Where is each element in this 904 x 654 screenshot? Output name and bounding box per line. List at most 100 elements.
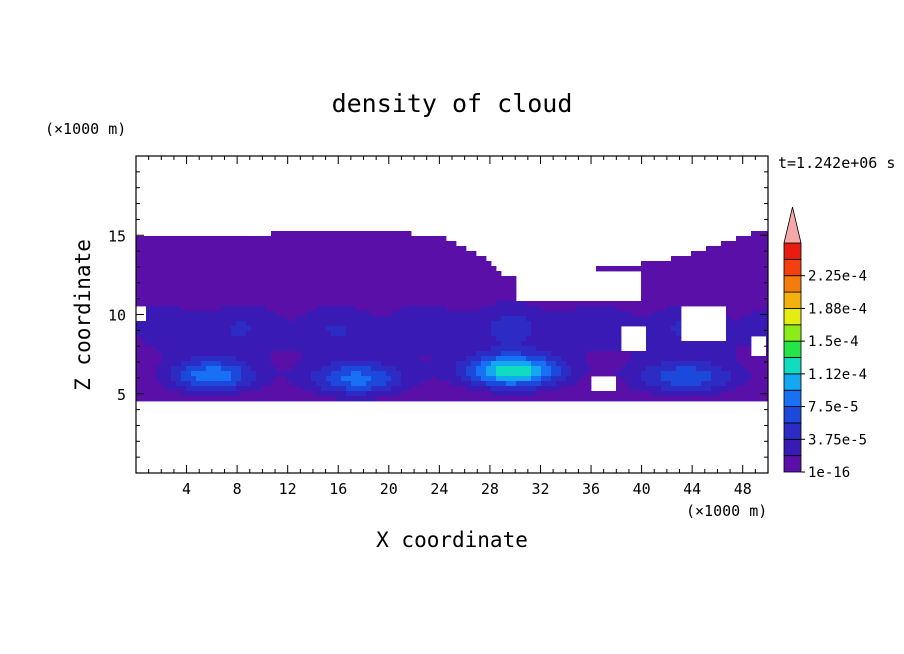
contour-cell bbox=[761, 361, 767, 367]
contour-cell bbox=[226, 301, 232, 307]
contour-cell bbox=[466, 261, 472, 267]
contour-cell bbox=[586, 366, 592, 372]
contour-cell bbox=[611, 336, 617, 342]
contour-cell bbox=[541, 321, 547, 327]
contour-cell bbox=[541, 351, 547, 357]
contour-cell bbox=[206, 281, 212, 287]
contour-cell bbox=[496, 291, 502, 297]
contour-cell bbox=[366, 361, 372, 367]
contour-cell bbox=[296, 311, 302, 317]
contour-cell bbox=[301, 256, 307, 262]
contour-cell bbox=[651, 286, 657, 292]
contour-cell bbox=[151, 331, 157, 337]
contour-cell bbox=[491, 366, 497, 372]
contour-cell bbox=[246, 366, 252, 372]
contour-cell bbox=[611, 321, 617, 327]
contour-cell bbox=[751, 361, 757, 367]
contour-cell bbox=[446, 286, 452, 292]
contour-cell bbox=[766, 311, 769, 317]
contour-cell bbox=[396, 321, 402, 327]
contour-cell bbox=[411, 261, 417, 267]
contour-cell bbox=[326, 281, 332, 287]
contour-cell bbox=[236, 346, 242, 352]
contour-cell bbox=[411, 336, 417, 342]
contour-cell bbox=[281, 341, 287, 347]
contour-cell bbox=[511, 281, 517, 287]
contour-cell bbox=[526, 316, 532, 322]
contour-cell bbox=[316, 361, 322, 367]
contour-cell bbox=[266, 276, 272, 282]
contour-cell bbox=[471, 391, 477, 397]
y-tick-label: 5 bbox=[117, 386, 126, 404]
contour-cell bbox=[406, 266, 412, 272]
contour-cell bbox=[146, 336, 152, 342]
contour-cell bbox=[291, 306, 297, 312]
contour-cell bbox=[191, 276, 197, 282]
contour-cell bbox=[236, 381, 242, 387]
contour-cell bbox=[766, 291, 769, 297]
contour-cell bbox=[591, 351, 597, 357]
contour-cell bbox=[536, 311, 542, 317]
contour-cell bbox=[471, 321, 477, 327]
contour-cell bbox=[676, 276, 682, 282]
contour-cell bbox=[666, 376, 672, 382]
contour-cell bbox=[686, 271, 692, 277]
contour-cell bbox=[671, 386, 677, 392]
contour-cell bbox=[661, 326, 667, 332]
contour-cell bbox=[661, 271, 667, 277]
contour-cell bbox=[521, 351, 527, 357]
contour-cell bbox=[566, 391, 572, 397]
contour-cell bbox=[746, 386, 752, 392]
contour-cell bbox=[176, 246, 182, 252]
contour-cell bbox=[386, 336, 392, 342]
contour-cell bbox=[531, 391, 537, 397]
contour-cell bbox=[611, 351, 617, 357]
contour-cell bbox=[301, 281, 307, 287]
contour-cell bbox=[711, 251, 717, 257]
contour-cell bbox=[426, 346, 432, 352]
contour-cell bbox=[461, 246, 467, 252]
contour-cell bbox=[646, 326, 652, 332]
contour-cell bbox=[456, 306, 462, 312]
contour-cell bbox=[356, 351, 362, 357]
contour-cell bbox=[371, 391, 377, 397]
contour-cell bbox=[176, 271, 182, 277]
contour-cell bbox=[376, 316, 382, 322]
contour-cell bbox=[366, 326, 372, 332]
contour-cell bbox=[751, 246, 757, 252]
contour-cell bbox=[316, 266, 322, 272]
contour-cell bbox=[496, 316, 502, 322]
contour-cell bbox=[406, 316, 412, 322]
contour-cell bbox=[321, 326, 327, 332]
contour-cell bbox=[371, 346, 377, 352]
contour-cell bbox=[336, 306, 342, 312]
contour-cell bbox=[211, 286, 217, 292]
contour-cell bbox=[231, 346, 237, 352]
contour-cell bbox=[171, 361, 177, 367]
contour-cell bbox=[526, 306, 532, 312]
contour-cell bbox=[626, 266, 632, 272]
contour-cell bbox=[256, 316, 262, 322]
contour-cell bbox=[151, 261, 157, 267]
contour-cell bbox=[331, 321, 337, 327]
contour-cell bbox=[336, 281, 342, 287]
contour-cell bbox=[216, 336, 222, 342]
contour-cell bbox=[486, 306, 492, 312]
contour-cell bbox=[606, 321, 612, 327]
contour-cell bbox=[506, 276, 512, 282]
contour-cell bbox=[211, 326, 217, 332]
contour-cell bbox=[166, 296, 172, 302]
contour-cell bbox=[741, 246, 747, 252]
contour-cell bbox=[656, 296, 662, 302]
contour-cell bbox=[756, 291, 762, 297]
contour-cell bbox=[376, 266, 382, 272]
contour-cell bbox=[431, 361, 437, 367]
contour-cell bbox=[691, 251, 697, 257]
contour-cell bbox=[336, 351, 342, 357]
contour-cell bbox=[411, 296, 417, 302]
contour-cell bbox=[391, 381, 397, 387]
contour-cell bbox=[481, 281, 487, 287]
contour-cell bbox=[481, 386, 487, 392]
contour-cell bbox=[616, 391, 622, 397]
contour-cell bbox=[476, 321, 482, 327]
